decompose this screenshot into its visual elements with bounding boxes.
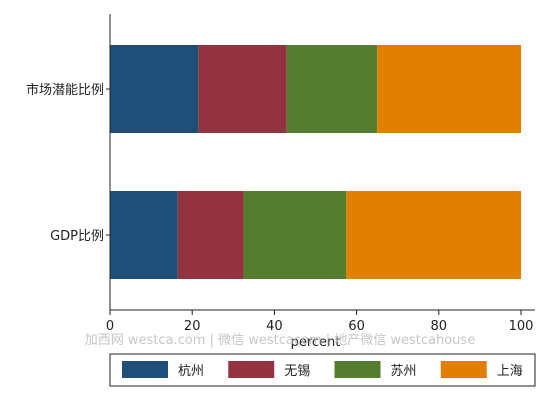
watermark: 加西网 westca.com | 微信 westcacom | 地产微信 wes… bbox=[85, 333, 475, 348]
x-tick-label: 20 bbox=[184, 319, 201, 334]
x-tick-label: 0 bbox=[106, 319, 114, 334]
legend-swatch bbox=[440, 361, 487, 378]
legend-label: 上海 bbox=[497, 364, 523, 379]
bar-1-3 bbox=[346, 191, 521, 279]
legend-swatch bbox=[228, 361, 275, 378]
x-tick-label: 60 bbox=[348, 319, 365, 334]
legend-items: 杭州 无锡 苏州 上海 bbox=[122, 361, 523, 379]
x-tick-label: 40 bbox=[266, 319, 283, 334]
category-label: 市场潜能比例 bbox=[26, 82, 104, 98]
bar-1-0 bbox=[110, 191, 178, 279]
bar-0-2 bbox=[286, 45, 378, 133]
x-tick-label: 80 bbox=[431, 319, 448, 334]
category-labels-group: 市场潜能比例 GDP比例 bbox=[26, 82, 110, 244]
legend-label: 杭州 bbox=[178, 364, 204, 379]
bars-group bbox=[110, 45, 521, 279]
x-tick-label: 100 bbox=[509, 319, 534, 334]
legend-swatch bbox=[334, 361, 381, 378]
bar-1-1 bbox=[177, 191, 244, 279]
legend: 杭州 无锡 苏州 上海 bbox=[109, 353, 536, 387]
bar-0-1 bbox=[198, 45, 287, 133]
category-label: GDP比例 bbox=[50, 229, 104, 244]
legend-label: 无锡 bbox=[284, 364, 310, 379]
legend-label: 苏州 bbox=[391, 363, 417, 379]
legend-swatch bbox=[122, 361, 168, 378]
x-axis-label: percent bbox=[291, 335, 341, 350]
x-ticks-group: 0 20 40 60 80 100 bbox=[106, 310, 534, 334]
bar-1-2 bbox=[243, 191, 347, 279]
bar-0-0 bbox=[110, 45, 199, 133]
bar-0-3 bbox=[377, 45, 521, 133]
